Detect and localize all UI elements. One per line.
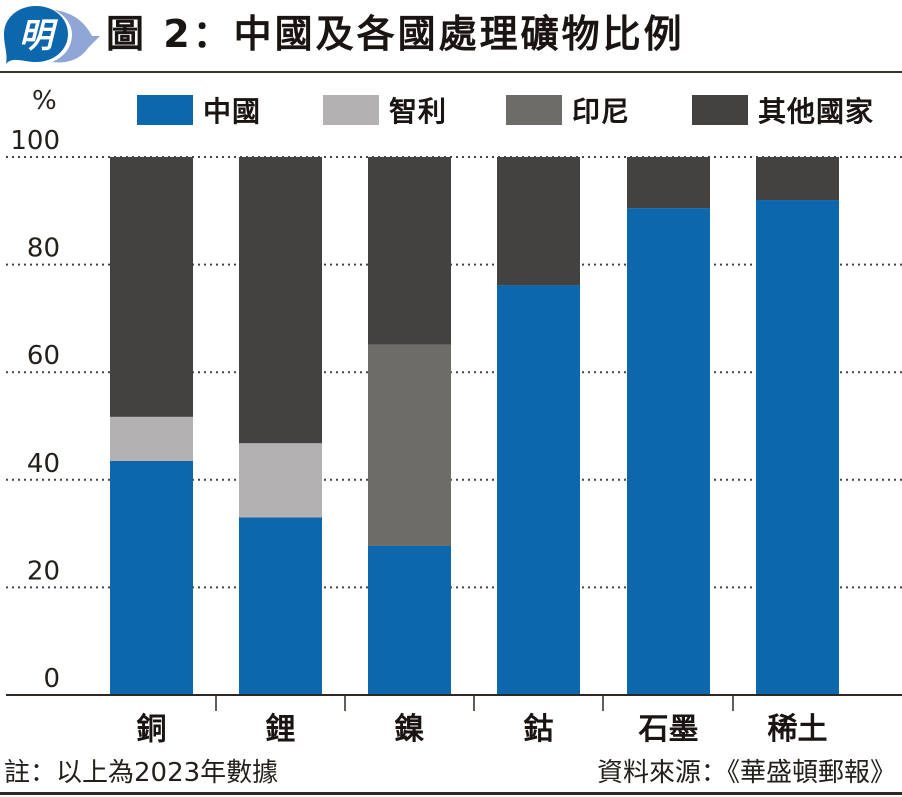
chart-title: 圖 2：中國及各國處理礦物比例	[106, 12, 685, 56]
y-axis-ticks: 0 20 40 60 80 100	[10, 126, 60, 694]
logo-tail-shape	[52, 10, 100, 63]
legend-item-others: 其他國家	[692, 90, 874, 130]
legend-swatch-chile	[323, 95, 379, 125]
bar-segment-4-3	[627, 157, 710, 209]
x-axis-labels: 銅 鋰 鎳 鈷 石墨 稀土	[137, 712, 828, 747]
stacked-bar-chart: 0 20 40 60 80 100 銅 鋰 鎳 鈷 石墨 稀土	[6, 126, 902, 747]
y-tick-label-0: 0	[43, 664, 60, 694]
legend: 中國 智利 印尼 其他國家	[0, 90, 902, 130]
footnote: 註：以上為2023年數據	[4, 758, 279, 788]
y-tick-label-80: 80	[27, 234, 60, 264]
x-category-label-3: 鈷	[524, 712, 554, 747]
legend-label-chile: 智利	[389, 95, 448, 128]
y-tick-label-100: 100	[10, 126, 60, 156]
y-axis-unit-label: %	[32, 86, 57, 116]
legend-item-indonesia: 印尼	[506, 90, 630, 130]
bar-segment-1-3	[239, 157, 322, 444]
legend-label-others: 其他國家	[758, 95, 875, 128]
bar-segment-3-0	[497, 285, 580, 695]
bar-segment-2-2	[368, 344, 451, 546]
bar-segment-5-0	[756, 200, 839, 695]
source-note: 資料來源：《華盛頓郵報》	[596, 758, 896, 788]
x-category-label-2: 鎳	[395, 712, 425, 747]
header-divider	[0, 71, 902, 73]
bar-segment-0-3	[110, 157, 193, 417]
bar-segment-5-3	[756, 157, 839, 201]
x-category-label-5: 稀土	[768, 712, 828, 747]
bar-segment-0-0	[110, 460, 193, 695]
bars	[110, 157, 839, 696]
y-tick-label-40: 40	[27, 449, 60, 479]
bar-segment-1-1	[239, 443, 322, 518]
legend-item-china: 中國	[137, 90, 261, 130]
ming-pao-logo-icon: 明	[4, 6, 100, 64]
bar-segment-2-0	[368, 545, 451, 695]
logo-glyph: 明	[19, 16, 59, 56]
bar-segment-0-1	[110, 416, 193, 461]
bar-segment-3-3	[497, 157, 580, 286]
bar-segment-1-0	[239, 517, 322, 695]
legend-swatch-china	[137, 95, 193, 125]
bar-segment-2-3	[368, 157, 451, 345]
legend-swatch-others	[692, 95, 748, 125]
x-category-label-0: 銅	[137, 712, 167, 747]
bar-segment-4-0	[627, 208, 710, 696]
chart-header: 明 圖 2：中國及各國處理礦物比例	[0, 0, 902, 73]
legend-label-china: 中國	[203, 95, 262, 128]
x-axis	[6, 694, 902, 711]
y-tick-label-20: 20	[27, 556, 60, 586]
footer-divider	[0, 792, 902, 795]
legend-swatch-indonesia	[506, 95, 562, 125]
x-category-label-1: 鋰	[266, 712, 296, 747]
x-category-label-4: 石墨	[638, 712, 699, 747]
legend-item-chile: 智利	[323, 90, 447, 130]
logo-bubble-shape	[4, 6, 68, 64]
legend-label-indonesia: 印尼	[572, 95, 631, 128]
y-tick-label-60: 60	[27, 341, 60, 371]
